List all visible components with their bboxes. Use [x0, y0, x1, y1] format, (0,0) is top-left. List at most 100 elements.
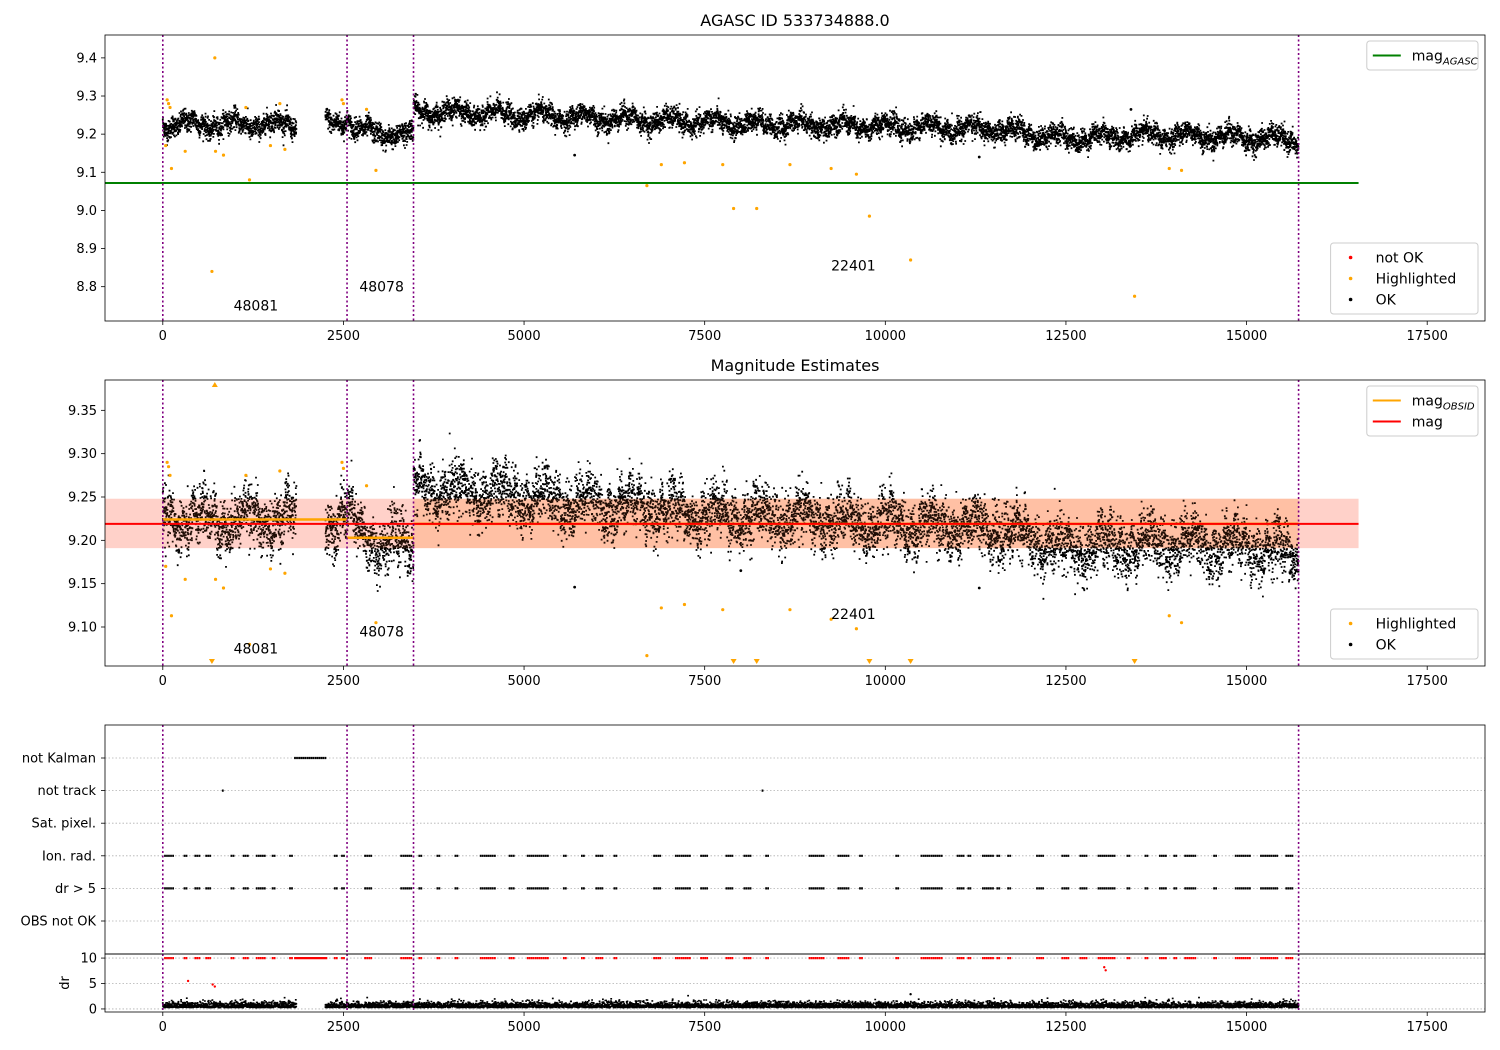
x-tick-label: 17500: [1407, 674, 1448, 689]
highlighted-point: [682, 161, 687, 165]
y-tick-label: 5: [89, 977, 97, 992]
flag-row-label: Ion. rad.: [42, 849, 96, 864]
x-tick-label: 17500: [1407, 329, 1448, 344]
highlighted-point: [1179, 168, 1184, 172]
highlighted-points: [164, 56, 1184, 298]
flag-row-label: not track: [37, 784, 96, 799]
offscale-low-marker: [208, 659, 215, 664]
highlighted-point: [268, 567, 273, 571]
x-tick-label: 5000: [508, 674, 541, 689]
y-axis: 9.10 9.15 9.20 9.25 9.30 9.35: [68, 404, 105, 636]
legend-label-main: mag: [1412, 49, 1443, 65]
legend-label-main: mag: [1412, 394, 1443, 410]
obsid-annotation: 22401: [831, 607, 876, 623]
obsid-annotation: 48081: [234, 642, 279, 658]
y-tick-label: 9.25: [68, 491, 97, 506]
highlighted-point: [210, 269, 214, 274]
legend-swatch-dot: [1348, 276, 1353, 281]
x-tick-label: 0: [159, 674, 167, 689]
axes-frame: [104, 34, 1486, 322]
legend: not OK Highlighted OK: [1330, 242, 1479, 315]
offscale-high-marker: [211, 382, 218, 387]
legend-label: magAGASC: [1412, 49, 1478, 68]
x-tick-label: 15000: [1226, 329, 1267, 344]
legend: magAGASC: [1366, 40, 1479, 71]
ok-point: [977, 586, 981, 590]
highlighted-point: [166, 465, 171, 469]
highlighted-point: [1179, 621, 1184, 625]
legend-frame: [1330, 242, 1479, 315]
y-tick-label: 10: [80, 952, 97, 967]
x-tick-label: 10000: [865, 674, 906, 689]
ok-point: [573, 153, 577, 157]
obs-boundaries: [162, 725, 1300, 954]
legend-swatch-dot: [1348, 642, 1353, 647]
y-tick-label: 8.8: [76, 280, 97, 295]
highlighted-point: [854, 627, 859, 631]
legend-label: Highlighted: [1376, 617, 1457, 633]
axes-frame: [104, 724, 1486, 955]
x-tick-label: 7500: [688, 1020, 721, 1035]
highlighted-point: [659, 163, 663, 167]
obsid-annotation: 22401: [831, 259, 876, 275]
dr-flagged-point: [213, 985, 217, 988]
highlighted-point: [283, 571, 287, 575]
legend-label: not OK: [1376, 251, 1424, 267]
x-axis: 0 2500 5000 7500 10000 12500 15000 17500: [159, 666, 1448, 689]
axes-frame: [104, 379, 1486, 667]
legend-label: Highlighted: [1376, 272, 1457, 288]
offscale-low-marker: [753, 659, 760, 664]
x-tick-label: 2500: [327, 674, 360, 689]
highlighted-point: [278, 102, 282, 106]
flag-row-label: OBS not OK: [21, 915, 97, 930]
highlighted-points: [164, 460, 1184, 658]
highlighted-point: [268, 143, 273, 148]
legend-frame: [1366, 385, 1479, 437]
highlighted-point: [1167, 166, 1171, 171]
ok-points: [161, 91, 1300, 162]
ok-point-cloud: [324, 107, 415, 153]
highlighted-point: [340, 460, 344, 464]
y-tick-label: 9.10: [68, 621, 97, 636]
legend-label-main: OK: [1376, 293, 1397, 309]
highlighted-point: [788, 608, 792, 612]
highlighted-point: [183, 149, 187, 153]
legend-frame: [1366, 40, 1479, 71]
dr-flagged-point: [211, 983, 214, 986]
highlighted-point: [247, 178, 252, 182]
highlighted-point: [278, 469, 282, 473]
x-tick-label: 15000: [1226, 674, 1267, 689]
highlighted-point: [374, 621, 378, 625]
highlighted-point: [829, 166, 833, 171]
ok-point: [573, 585, 577, 589]
y-tick-label: 9.0: [76, 204, 97, 219]
highlighted-point: [721, 608, 725, 612]
highlighted-point: [374, 168, 378, 172]
y-tick-label: 8.9: [76, 242, 97, 257]
x-tick-label: 7500: [688, 329, 721, 344]
magnitude-estimates-panel: Magnitude Estimates 48081 48078 22401 0 2500 5…: [68, 356, 1486, 689]
highlighted-point: [168, 105, 172, 110]
obsid-annotation: 48078: [359, 624, 404, 640]
legend-swatch-dot: [1348, 297, 1353, 302]
dr-flagged-point: [186, 979, 190, 983]
highlighted-point: [221, 586, 226, 590]
x-axis: 0 2500 5000 7500 10000 12500 15000 17500: [159, 321, 1448, 344]
panel-title: Magnitude Estimates: [711, 356, 880, 375]
y-tick-label: 9.35: [68, 404, 97, 419]
highlighted-point: [364, 484, 369, 488]
highlighted-point: [213, 56, 217, 60]
obs-boundaries: [162, 35, 1300, 321]
x-tick-label: 12500: [1045, 1020, 1086, 1035]
dr-flagged-point: [1103, 966, 1106, 969]
x-axis: 0 2500 5000 7500 10000 12500 15000 17500: [159, 1012, 1448, 1035]
offscale-low-marker: [730, 659, 737, 664]
highlighted-point: [659, 606, 663, 610]
dr-point: [909, 992, 912, 996]
y-tick-label: 0: [89, 1002, 97, 1017]
y-tick-label: 9.20: [68, 534, 97, 549]
highlighted-point: [165, 98, 169, 102]
highlighted-point: [164, 564, 168, 568]
highlighted-point: [213, 149, 218, 153]
